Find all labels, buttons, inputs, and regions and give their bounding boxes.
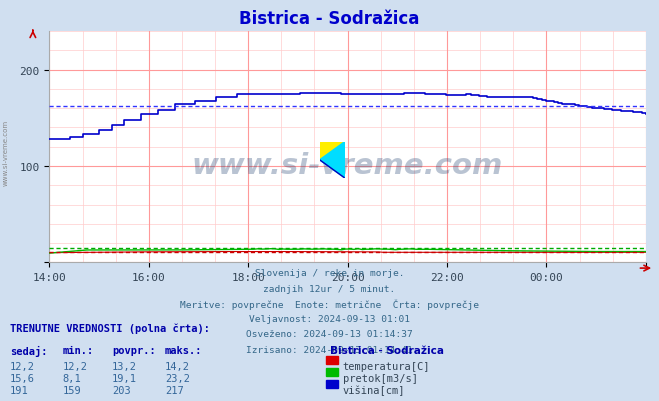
Text: sedaj:: sedaj: xyxy=(10,345,47,356)
Text: 12,2: 12,2 xyxy=(10,361,35,371)
Text: Meritve: povprečne  Enote: metrične  Črta: povprečje: Meritve: povprečne Enote: metrične Črta:… xyxy=(180,299,479,310)
Text: 23,2: 23,2 xyxy=(165,373,190,383)
Text: www.si-vreme.com: www.si-vreme.com xyxy=(192,152,503,180)
Text: www.si-vreme.com: www.si-vreme.com xyxy=(2,119,9,185)
Text: pretok[m3/s]: pretok[m3/s] xyxy=(343,373,418,383)
Text: 217: 217 xyxy=(165,385,183,395)
Text: TRENUTNE VREDNOSTI (polna črta):: TRENUTNE VREDNOSTI (polna črta): xyxy=(10,323,210,333)
Text: Bistrica - Sodražica: Bistrica - Sodražica xyxy=(330,345,444,355)
Text: zadnjih 12ur / 5 minut.: zadnjih 12ur / 5 minut. xyxy=(264,284,395,293)
Text: temperatura[C]: temperatura[C] xyxy=(343,361,430,371)
Text: 191: 191 xyxy=(10,385,28,395)
Text: Izrisano: 2024-09-13 01:14:41: Izrisano: 2024-09-13 01:14:41 xyxy=(246,345,413,354)
Text: povpr.:: povpr.: xyxy=(112,345,156,355)
Text: 12,2: 12,2 xyxy=(63,361,88,371)
Text: 203: 203 xyxy=(112,385,130,395)
Text: 8,1: 8,1 xyxy=(63,373,81,383)
Text: 19,1: 19,1 xyxy=(112,373,137,383)
Text: min.:: min.: xyxy=(63,345,94,355)
Text: 13,2: 13,2 xyxy=(112,361,137,371)
Text: 15,6: 15,6 xyxy=(10,373,35,383)
Polygon shape xyxy=(320,160,345,178)
Polygon shape xyxy=(320,142,345,178)
Text: višina[cm]: višina[cm] xyxy=(343,385,405,395)
Text: Veljavnost: 2024-09-13 01:01: Veljavnost: 2024-09-13 01:01 xyxy=(249,314,410,323)
Text: 159: 159 xyxy=(63,385,81,395)
Text: Slovenija / reke in morje.: Slovenija / reke in morje. xyxy=(255,269,404,277)
Text: Bistrica - Sodražica: Bistrica - Sodražica xyxy=(239,10,420,28)
Polygon shape xyxy=(320,142,345,160)
Text: Osveženo: 2024-09-13 01:14:37: Osveženo: 2024-09-13 01:14:37 xyxy=(246,330,413,338)
Text: maks.:: maks.: xyxy=(165,345,202,355)
Text: 14,2: 14,2 xyxy=(165,361,190,371)
